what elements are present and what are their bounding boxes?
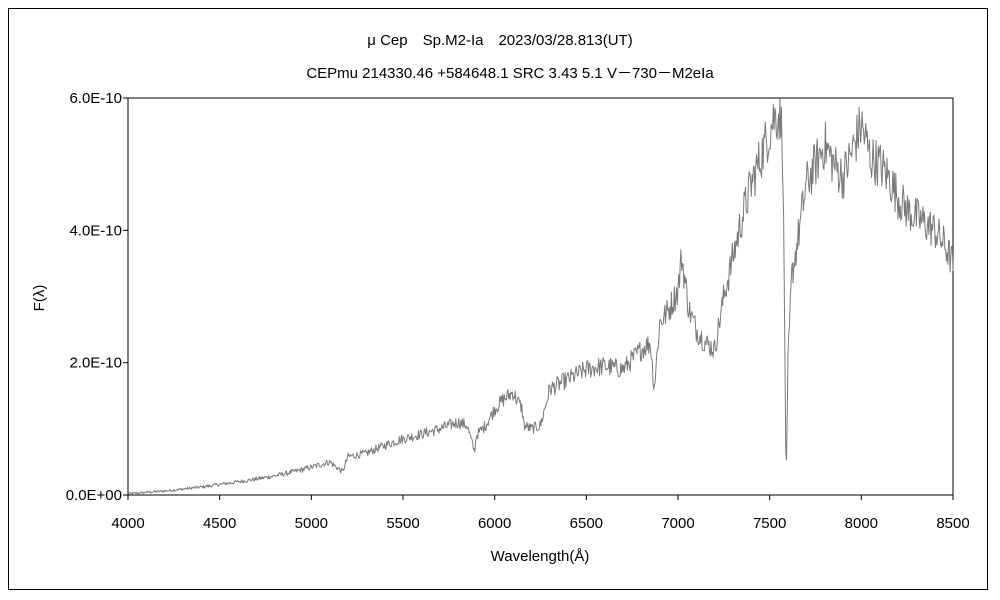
x-axis: 4000 4500 5000 5500 6000 6500 7000 7500 8000 8500 xyxy=(111,495,970,532)
x-tick-label: 4500 xyxy=(203,515,236,532)
x-tick-label: 5500 xyxy=(386,515,419,532)
x-axis-label: Wavelength(Å) xyxy=(491,548,590,565)
x-tick-label: 8500 xyxy=(936,515,969,532)
y-tick-label: 2.0E-10 xyxy=(69,355,122,372)
chart-title: μ Cep Sp.M2-Ia 2023/03/28.813(UT) xyxy=(367,32,632,49)
y-tick-label: 4.0E-10 xyxy=(69,222,122,239)
plot-area xyxy=(127,97,954,496)
x-tick-label: 6000 xyxy=(478,515,511,532)
y-tick-label: 0.0E+00 xyxy=(66,487,122,504)
y-axis: 0.0E+00 2.0E-10 4.0E-10 6.0E-10 xyxy=(66,90,128,504)
x-tick-label: 5000 xyxy=(295,515,328,532)
chart-subtitle: CEPmu 214330.46 +584648.1 SRC 3.43 5.1 V… xyxy=(306,65,714,82)
chart-frame xyxy=(8,8,988,590)
x-tick-label: 6500 xyxy=(570,515,603,532)
y-tick-label: 6.0E-10 xyxy=(69,90,122,107)
x-tick-label: 7000 xyxy=(661,515,694,532)
x-tick-label: 8000 xyxy=(845,515,878,532)
x-tick-label: 7500 xyxy=(753,515,786,532)
y-axis-label: F(λ) xyxy=(31,285,48,312)
x-tick-label: 4000 xyxy=(111,515,144,532)
spectrum-line xyxy=(127,98,954,495)
series-layer xyxy=(127,98,954,495)
